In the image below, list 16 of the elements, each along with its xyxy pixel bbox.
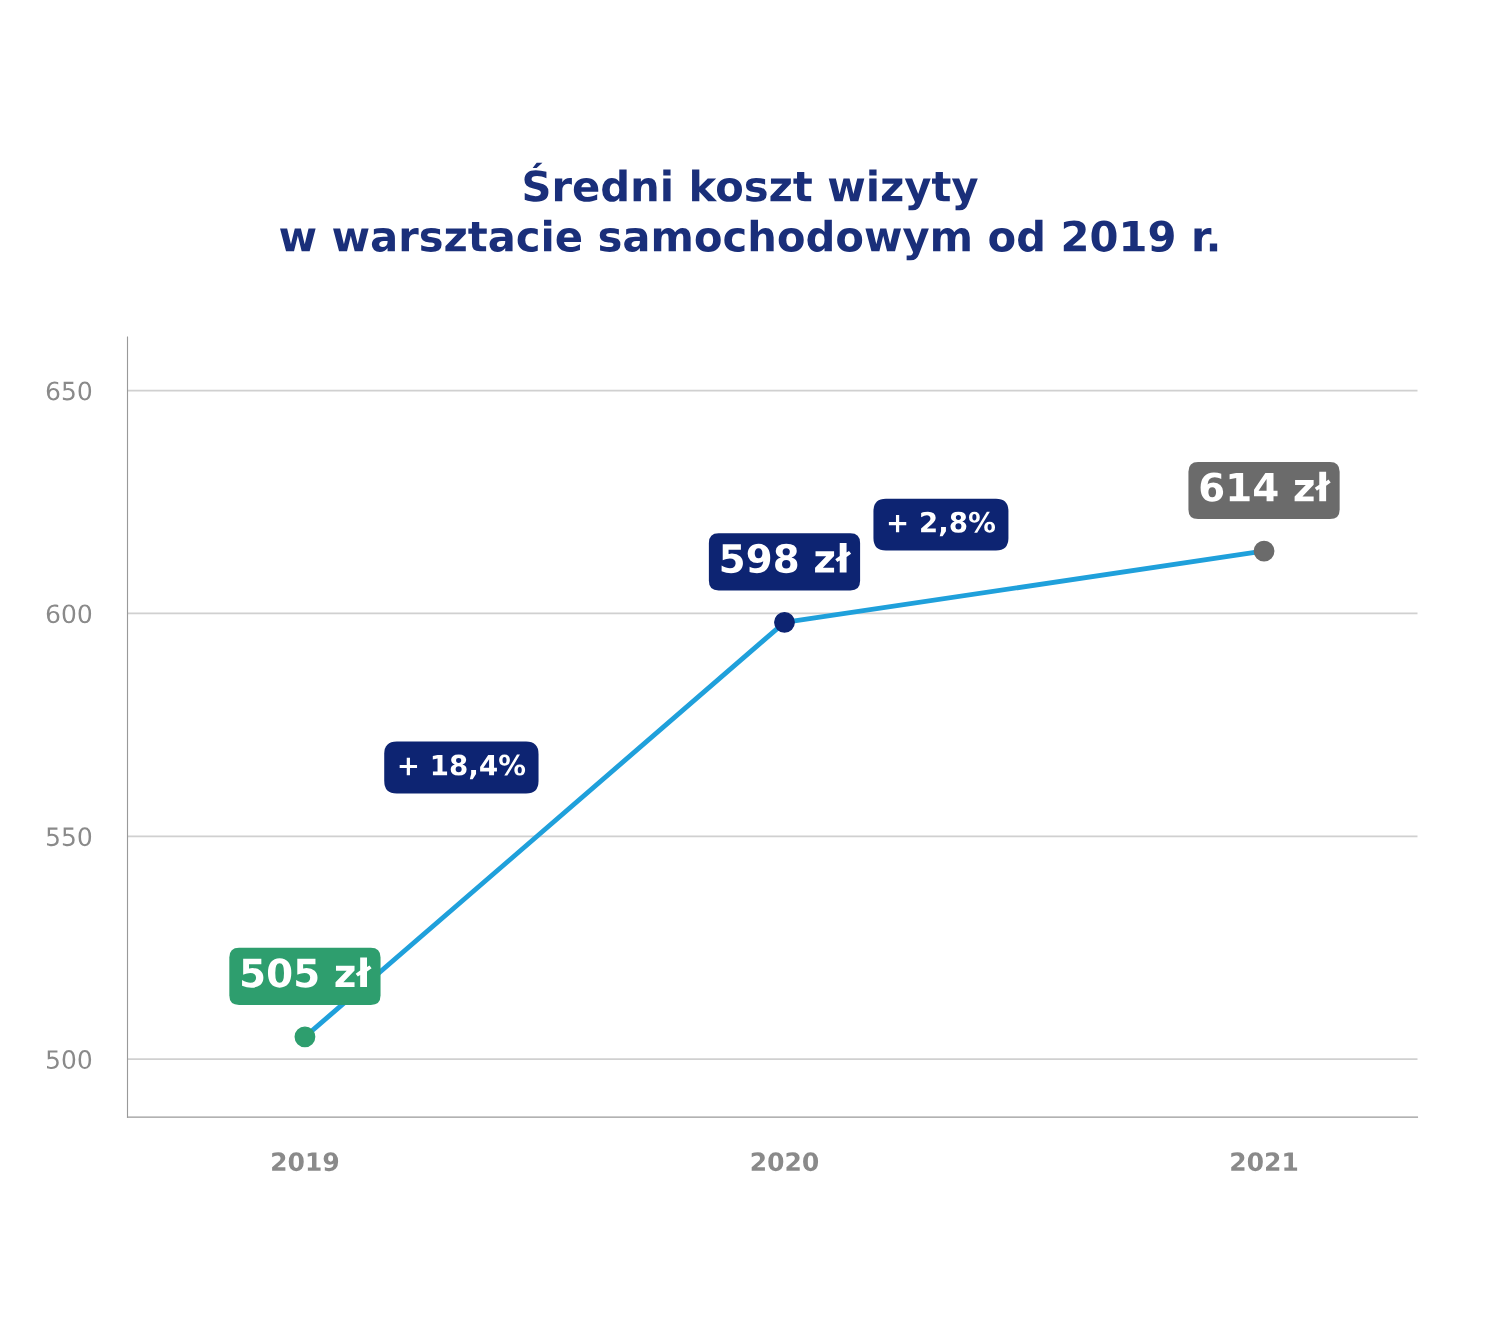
point [774,611,795,633]
x-tick-label: 2019 [272,1152,339,1172]
y-tick-label: 550 [46,827,92,847]
y-tick-label: 600 [46,604,92,624]
point [294,1026,316,1048]
chart-title: Średni koszt wizyty w warsztacie samochodowym od 2019 r. [280,162,1218,261]
y-tick-label: 650 [46,381,92,401]
x-tick-label: 2021 [1231,1152,1298,1172]
data-label: 505 zł [242,957,372,988]
x-tick-label: 2020 [751,1152,819,1172]
data-label: 598 zł [721,543,852,574]
annotation: + 2,8% [888,511,996,537]
y-tick-label: 500 [46,1050,92,1069]
annotation: + 18,4% [399,754,526,780]
data-label: 614 zł [1200,471,1331,502]
point [1253,540,1275,562]
